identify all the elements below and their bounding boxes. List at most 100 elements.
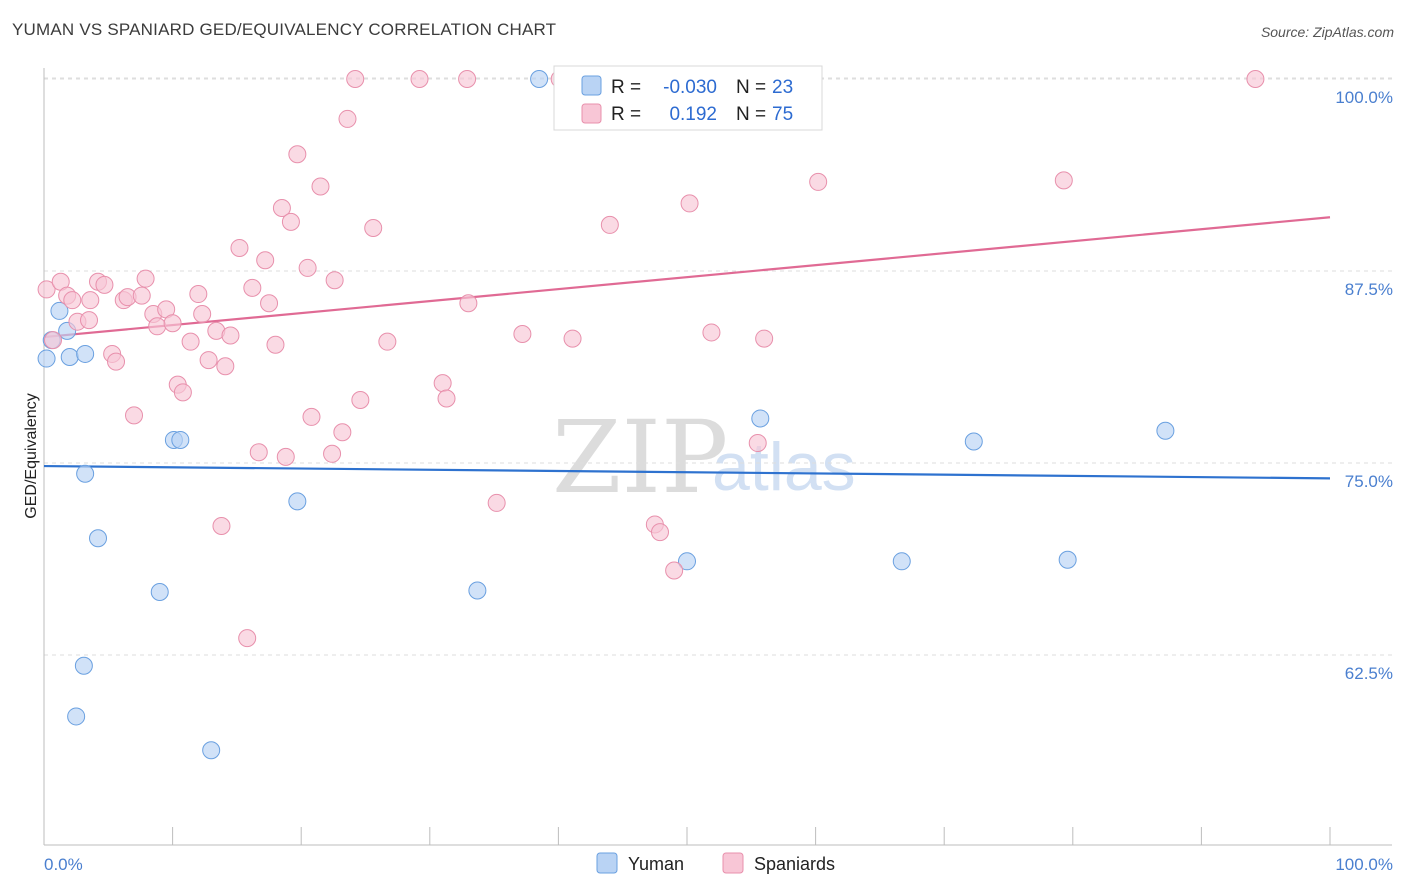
x-tick-label-0: 0.0% xyxy=(44,855,83,874)
spaniards-point-46 xyxy=(325,271,344,290)
spaniards-point-29 xyxy=(216,357,235,376)
spaniards-point-39 xyxy=(276,447,295,466)
yuman-point-6 xyxy=(76,464,95,483)
legend-yuman-swatch xyxy=(596,852,618,874)
yuman-point-10 xyxy=(171,430,190,449)
chart-title: YUMAN VS SPANIARD GED/EQUIVALENCY CORREL… xyxy=(12,20,557,39)
yuman-point-11 xyxy=(74,656,93,675)
spaniards-n-label: N = xyxy=(736,104,766,125)
yuman-r-value: -0.030 xyxy=(663,77,717,98)
spaniards-point-43 xyxy=(302,407,321,426)
spaniards-point-64 xyxy=(650,523,669,542)
spaniards-point-33 xyxy=(243,278,262,297)
gridlines xyxy=(44,77,1392,656)
spaniards-point-68 xyxy=(702,323,721,342)
yuman-point-12 xyxy=(67,707,86,726)
spaniards-point-69 xyxy=(755,329,774,348)
spaniards-point-24 xyxy=(189,285,208,304)
spaniards-trend-line xyxy=(43,216,1331,339)
spaniards-point-20 xyxy=(163,314,182,333)
series-legend: Yuman Spaniards xyxy=(596,852,835,874)
stats-legend: R = -0.030 N = 23 R = 0.192 N = 75 xyxy=(553,65,823,131)
yuman-point-7 xyxy=(89,529,108,548)
yuman-n-label: N = xyxy=(736,77,766,98)
spaniards-point-52 xyxy=(346,70,365,88)
spaniards-point-1 xyxy=(44,331,63,350)
yuman-point-4 xyxy=(60,348,79,367)
yuman-point-2 xyxy=(50,301,69,320)
spaniards-point-11 xyxy=(107,352,126,371)
spaniards-point-37 xyxy=(266,335,285,354)
watermark-atlas: atlas xyxy=(712,429,856,505)
spaniards-point-6 xyxy=(80,311,99,330)
spaniards-point-49 xyxy=(351,391,370,410)
watermark: ZIP atlas xyxy=(552,399,856,516)
spaniards-point-28 xyxy=(212,516,231,535)
spaniards-point-9 xyxy=(95,275,114,294)
yuman-point-16 xyxy=(530,70,549,88)
yuman-point-20 xyxy=(964,432,983,451)
spaniards-point-41 xyxy=(288,145,307,164)
spaniards-point-14 xyxy=(125,406,144,425)
spaniards-point-61 xyxy=(563,329,582,348)
spaniards-point-35 xyxy=(256,251,275,270)
legend-spaniards-label: Spaniards xyxy=(754,854,835,874)
yuman-point-13 xyxy=(202,741,221,760)
y-tick-label-2: 87.5% xyxy=(1345,280,1393,299)
spaniards-point-58 xyxy=(487,493,506,512)
spaniards-point-25 xyxy=(193,305,212,324)
y-axis-label: GED/Equivalency xyxy=(23,393,40,518)
series-spaniards-points xyxy=(37,70,1265,648)
spaniards-point-34 xyxy=(249,443,268,462)
spaniards-point-23 xyxy=(181,332,200,351)
spaniards-point-45 xyxy=(323,444,342,463)
spaniards-n-value: 75 xyxy=(772,104,793,125)
spaniards-point-67 xyxy=(680,194,699,213)
yuman-point-17 xyxy=(678,552,696,571)
spaniards-point-65 xyxy=(665,561,684,580)
spaniards-point-42 xyxy=(298,258,317,277)
spaniards-point-44 xyxy=(311,177,330,196)
y-tick-label-0: 62.5% xyxy=(1345,664,1393,683)
yuman-r-label: R = xyxy=(611,77,641,98)
series-yuman-points xyxy=(37,70,1175,760)
spaniards-point-50 xyxy=(364,218,383,237)
spaniards-point-54 xyxy=(433,374,452,393)
spaniards-point-22 xyxy=(173,383,192,402)
spaniards-point-31 xyxy=(230,238,249,257)
yuman-n-value: 23 xyxy=(772,77,793,98)
spaniards-point-0 xyxy=(37,280,56,299)
x-tick-labels: 0.0% 100.0% xyxy=(44,855,1393,874)
yuman-swatch xyxy=(581,75,602,96)
spaniards-point-18 xyxy=(148,317,167,336)
spaniards-point-16 xyxy=(136,269,155,288)
spaniards-point-51 xyxy=(378,332,397,351)
spaniards-point-62 xyxy=(600,215,619,234)
axes xyxy=(43,68,1392,846)
spaniards-point-32 xyxy=(238,629,257,648)
spaniards-point-36 xyxy=(260,294,279,313)
yuman-point-19 xyxy=(892,552,911,571)
yuman-point-8 xyxy=(150,583,169,602)
spaniards-point-59 xyxy=(513,324,532,343)
spaniards-point-71 xyxy=(809,172,828,191)
y-tick-label-3: 100.0% xyxy=(1335,88,1393,107)
trend-lines xyxy=(43,216,1331,480)
yuman-point-14 xyxy=(288,492,307,511)
spaniards-r-value: 0.192 xyxy=(669,104,717,125)
yuman-trend-line xyxy=(43,464,1331,480)
yuman-point-5 xyxy=(76,344,95,363)
watermark-zip: ZIP xyxy=(552,399,728,516)
spaniards-point-57 xyxy=(459,294,478,313)
spaniards-point-26 xyxy=(199,351,218,370)
spaniards-point-55 xyxy=(437,389,456,408)
spaniards-point-40 xyxy=(281,212,300,231)
y-tick-label-1: 75.0% xyxy=(1345,472,1393,491)
spaniards-point-15 xyxy=(132,286,151,305)
spaniards-point-53 xyxy=(410,70,429,88)
legend-yuman-label: Yuman xyxy=(628,854,684,874)
yuman-point-22 xyxy=(1156,421,1175,440)
yuman-point-0 xyxy=(37,349,56,368)
spaniards-point-70 xyxy=(748,434,767,453)
